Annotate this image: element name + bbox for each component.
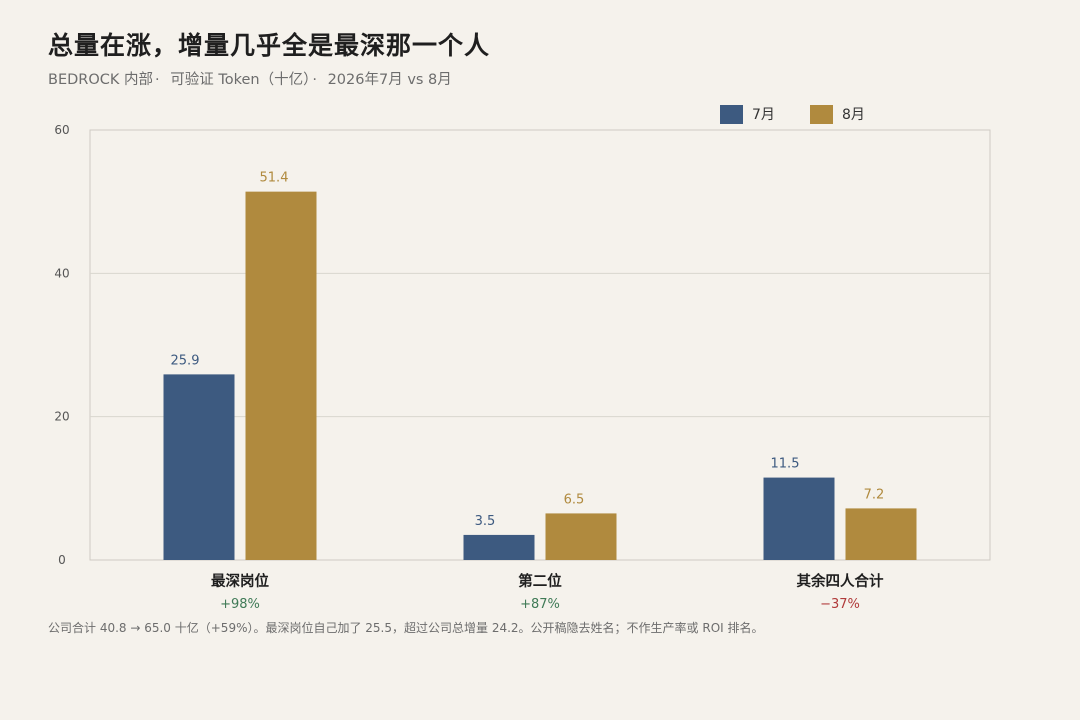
legend-label-aug: 8月 (842, 107, 865, 123)
plot-frame (89, 129, 991, 561)
y-tick-label: 0 (58, 553, 66, 567)
data-label-jul: 25.9 (171, 353, 200, 368)
bar-jul (763, 477, 835, 560)
legend-item-aug: 8月 (810, 104, 900, 124)
change-label: −37% (820, 597, 860, 612)
legend-swatch-aug (810, 104, 833, 124)
subtitle-period: 2026年7月 vs 8月 (327, 72, 452, 88)
bar-jul (163, 374, 235, 560)
category-label: 第二位 (518, 572, 562, 590)
chart-title: 总量在涨，增量几乎全是最深那一个人 (48, 31, 491, 60)
legend-swatch-jul (720, 104, 743, 124)
bar-aug (845, 508, 917, 560)
data-label-jul: 3.5 (475, 514, 496, 529)
subtitle-separator: · (155, 72, 160, 88)
data-label-aug: 6.5 (564, 492, 585, 507)
subtitle-separator: · (312, 72, 317, 88)
chart-subtitle: BEDROCK 内部 · 可验证 Token（十亿） · 2026年7月 vs 8月 (48, 68, 452, 89)
change-label: +87% (520, 597, 560, 612)
bar-jul (463, 534, 535, 560)
y-tick-label: 60 (54, 123, 69, 137)
legend-item-jul: 7月 (720, 104, 810, 124)
data-label-jul: 11.5 (771, 457, 800, 472)
bar-aug (245, 191, 317, 560)
chart-footnote: 公司合计 40.8 → 65.0 十亿（+59%）。最深岗位自己加了 25.5，… (48, 621, 764, 635)
data-label-aug: 7.2 (864, 487, 885, 502)
data-label-aug: 51.4 (260, 171, 289, 186)
legend-label-jul: 7月 (752, 107, 775, 123)
chart-legend: 7月 8月 (720, 104, 900, 124)
category-label: 最深岗位 (211, 572, 269, 590)
bar-aug (545, 513, 617, 560)
y-tick-label: 40 (54, 266, 69, 280)
y-tick-label: 20 (54, 410, 69, 424)
change-label: +98% (220, 597, 260, 612)
category-label: 其余四人合计 (797, 572, 884, 590)
subtitle-org: BEDROCK 内部 (48, 72, 154, 88)
subtitle-metric: 可验证 Token（十亿） (170, 72, 311, 88)
